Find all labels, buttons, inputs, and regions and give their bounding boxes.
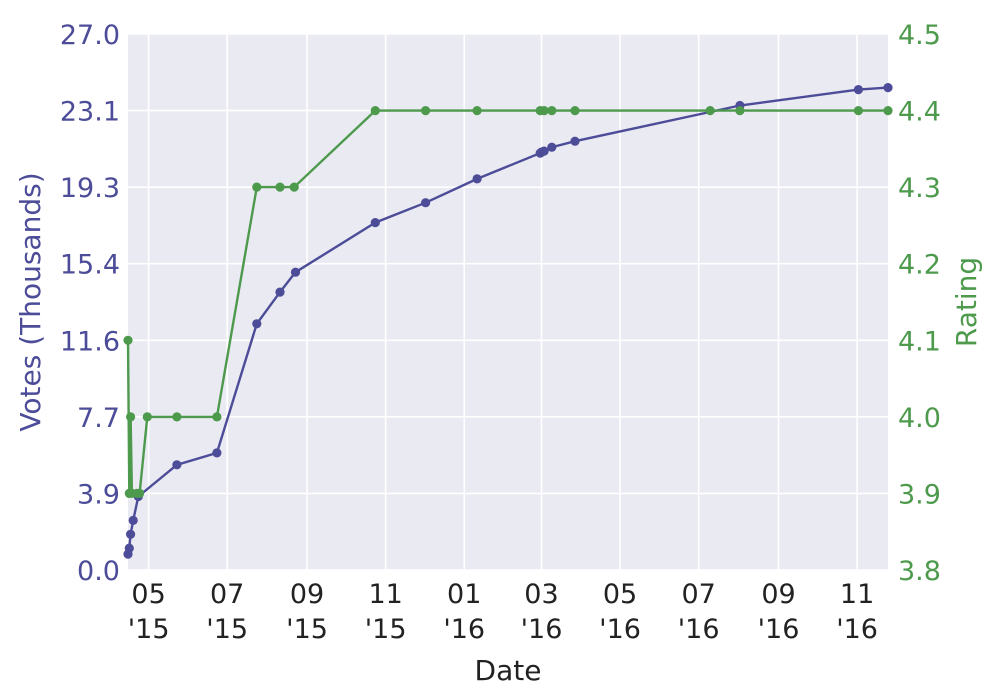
left-tick-label: 19.3 (60, 173, 120, 204)
votes-point (290, 267, 301, 277)
left-tick-label: 15.4 (60, 250, 120, 281)
rating-point (735, 106, 745, 116)
x-tick-month: 09 (761, 579, 795, 610)
x-tick-month: 01 (447, 579, 481, 610)
x-tick-month: 05 (131, 579, 165, 610)
x-tick-year: '16 (836, 614, 878, 645)
x-tick-year: '16 (521, 614, 563, 645)
votes-point (172, 460, 182, 470)
right-tick-label: 4.5 (898, 20, 941, 51)
rating-point (853, 106, 864, 116)
right-tick-label: 4.4 (898, 97, 941, 128)
votes-point (128, 515, 138, 526)
x-tick-year: '15 (128, 614, 170, 645)
x-tick-year: '16 (599, 614, 641, 645)
right-tick-label: 3.8 (898, 556, 941, 587)
x-tick-month: 03 (524, 579, 558, 610)
right-tick-label: 4.3 (898, 173, 941, 204)
rating-point (252, 182, 262, 192)
votes-point (124, 543, 134, 553)
plot-background (128, 34, 888, 570)
votes-point (853, 85, 864, 95)
rating-point (547, 106, 557, 116)
rating-point (539, 106, 549, 116)
right-tick-label: 4.1 (898, 326, 941, 357)
rating-point (883, 106, 893, 116)
x-tick-month: 11 (840, 579, 874, 610)
rating-point (370, 106, 380, 116)
rating-point (472, 106, 482, 116)
left-axis-title: Votes (Thousands) (14, 172, 47, 431)
left-axis-ticks: 0.0 3.9 7.7 11.6 15.4 19.3 23.1 27.0 (60, 20, 120, 587)
x-axis-ticks: 05 '15 07 '15 09 '15 11 '15 01 '16 03 '16 05 '16 07 '16… (128, 579, 878, 645)
right-axis-ticks: 3.8 3.9 4.0 4.1 4.2 4.3 4.4 4.5 (898, 20, 941, 587)
votes-point (883, 83, 893, 93)
votes-point (539, 146, 549, 156)
x-tick-year: '15 (286, 614, 328, 645)
right-tick-label: 3.9 (898, 479, 941, 510)
x-tick-year: '15 (206, 614, 248, 645)
rating-point (126, 412, 136, 422)
rating-point (421, 106, 431, 116)
left-tick-label: 23.1 (60, 97, 120, 128)
x-tick-month: 09 (290, 579, 324, 610)
x-tick-month: 11 (368, 579, 402, 610)
rating-point (142, 412, 152, 422)
x-tick-year: '16 (758, 614, 800, 645)
left-tick-label: 3.9 (77, 479, 120, 510)
rating-point (570, 106, 580, 116)
votes-point (472, 174, 482, 184)
rating-point (172, 412, 182, 422)
votes-point (421, 198, 431, 208)
votes-point (370, 218, 380, 228)
rating-point (123, 335, 133, 345)
x-tick-year: '16 (443, 614, 485, 645)
votes-point (126, 529, 136, 539)
left-tick-label: 7.7 (77, 403, 120, 434)
x-tick-month: 07 (210, 579, 244, 610)
left-tick-label: 27.0 (60, 20, 120, 51)
rating-point (275, 182, 285, 192)
series-layer (123, 83, 893, 559)
votes-point (547, 142, 557, 152)
x-tick-month: 05 (603, 579, 637, 610)
x-axis-title: Date (475, 654, 542, 687)
left-tick-label: 11.6 (60, 326, 120, 357)
rating-point (289, 182, 299, 192)
votes-point (252, 319, 262, 329)
votes-point (570, 136, 580, 146)
right-tick-label: 4.0 (898, 403, 941, 434)
left-tick-label: 0.0 (77, 556, 120, 587)
rating-point (705, 106, 715, 116)
x-tick-month: 07 (681, 579, 715, 610)
rating-point (135, 488, 145, 498)
x-tick-year: '16 (678, 614, 720, 645)
rating-point (212, 412, 222, 422)
votes-point (212, 448, 222, 458)
votes-point (275, 287, 285, 297)
right-tick-label: 4.2 (898, 250, 941, 281)
right-axis-title: Rating (950, 257, 983, 347)
x-tick-year: '15 (365, 614, 407, 645)
